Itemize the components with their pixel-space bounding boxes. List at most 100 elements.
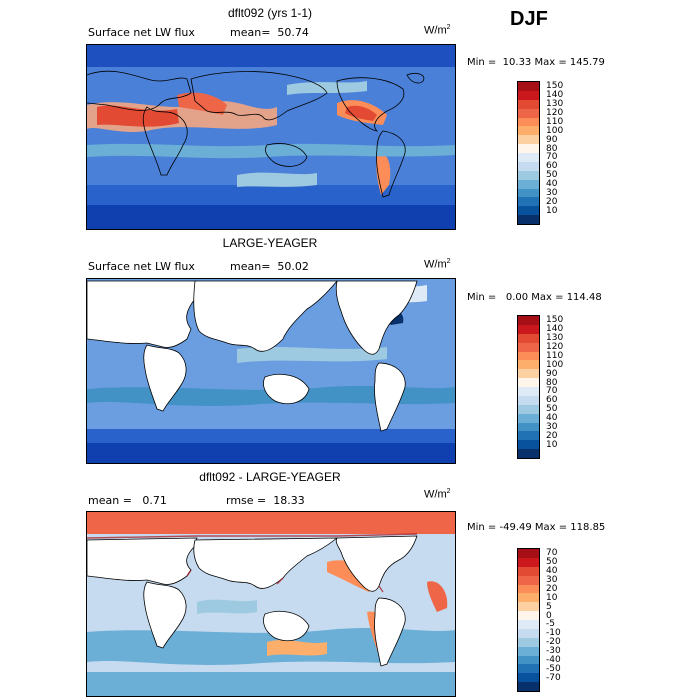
colorbar-label: -30 <box>546 646 561 657</box>
panel-1-colorbar <box>517 81 540 225</box>
panel-3-rmse: rmse = 18.33 <box>226 494 305 507</box>
panel-3-units: W/m2 <box>424 488 451 501</box>
colorbar-segment <box>518 188 539 198</box>
colorbar-label: 70 <box>546 548 558 559</box>
season-label: DJF <box>510 8 548 30</box>
colorbar-segment <box>518 602 539 612</box>
colorbar-segment <box>518 197 539 207</box>
colorbar-label: 80 <box>546 377 558 388</box>
colorbar-segment <box>518 153 539 162</box>
panel-1-title: dflt092 (yrs 1-1) <box>227 6 313 20</box>
colorbar-segment <box>518 575 539 585</box>
colorbar-label: 150 <box>546 81 564 92</box>
colorbar-segment <box>518 82 539 91</box>
colorbar-segment <box>518 637 539 647</box>
colorbar-label: 140 <box>546 90 564 101</box>
colorbar-label: -40 <box>546 654 561 665</box>
colorbar-label: 90 <box>546 368 558 379</box>
colorbar-label: 50 <box>546 404 558 415</box>
colorbar-label: 40 <box>546 566 558 577</box>
panel-1-map <box>86 44 456 230</box>
colorbar-segment <box>518 144 539 153</box>
colorbar-segment <box>518 395 539 405</box>
panel-2-minmax: Min = 0.00 Max = 114.48 <box>467 292 602 303</box>
colorbar-segment <box>518 99 539 109</box>
panel-1-units: W/m2 <box>424 24 451 37</box>
panel-1-mean: mean= 50.74 <box>230 26 309 39</box>
panel-3-map <box>86 511 456 697</box>
colorbar-label: -20 <box>546 637 561 648</box>
colorbar-label: 130 <box>546 99 564 110</box>
panel-2-field-name: Surface net LW flux <box>88 260 195 273</box>
colorbar-segment <box>518 655 539 665</box>
colorbar-segment <box>518 620 539 629</box>
panel-2-map <box>86 278 456 464</box>
colorbar-segment <box>518 404 539 414</box>
colorbar-label: 140 <box>546 324 564 335</box>
colorbar-label: 30 <box>546 421 558 432</box>
colorbar-segment <box>518 646 539 656</box>
panel-2-title: LARGE-YEAGER <box>222 236 318 250</box>
colorbar-label: 100 <box>546 125 564 136</box>
colorbar-label: 120 <box>546 342 564 353</box>
colorbar-label: 90 <box>546 134 558 145</box>
colorbar-segment <box>518 170 539 180</box>
colorbar-segment <box>518 593 539 603</box>
colorbar-label: 20 <box>546 196 558 207</box>
panel-2-mean: mean= 50.02 <box>230 260 309 273</box>
panel-1-field-name: Surface net LW flux <box>88 26 195 39</box>
colorbar-label: 100 <box>546 359 564 370</box>
colorbar-label: 110 <box>546 116 564 127</box>
colorbar-label: 110 <box>546 350 564 361</box>
colorbar-segment <box>518 126 539 136</box>
colorbar-label: 20 <box>546 583 558 594</box>
colorbar-segment <box>518 413 539 423</box>
colorbar-label: 5 <box>546 601 552 612</box>
colorbar-segment <box>518 161 539 171</box>
colorbar-label: 150 <box>546 315 564 326</box>
colorbar-segment <box>518 378 539 387</box>
colorbar-segment <box>518 611 539 620</box>
colorbar-segment <box>518 431 539 441</box>
colorbar-label: 130 <box>546 333 564 344</box>
colorbar-label: 70 <box>546 152 558 163</box>
colorbar-segment <box>518 422 539 432</box>
colorbar-label: 120 <box>546 108 564 119</box>
colorbar-segment <box>518 179 539 189</box>
panel-3-minmax: Min = -49.49 Max = 118.85 <box>467 522 606 533</box>
colorbar-label: 40 <box>546 179 558 190</box>
colorbar-label: -50 <box>546 663 561 674</box>
colorbar-label: 30 <box>546 575 558 586</box>
colorbar-segment <box>518 549 539 558</box>
colorbar-segment <box>518 135 539 145</box>
panel-3-title: dflt092 - LARGE-YEAGER <box>199 470 341 484</box>
colorbar-segment <box>518 215 539 224</box>
colorbar-segment <box>518 351 539 361</box>
panel-1-minmax: Min = 10.33 Max = 145.79 <box>467 57 605 68</box>
colorbar-segment <box>518 566 539 576</box>
colorbar-segment <box>518 449 539 458</box>
colorbar-label: -70 <box>546 672 561 683</box>
colorbar-segment <box>518 682 539 691</box>
colorbar-segment <box>518 673 539 683</box>
colorbar-label: 20 <box>546 430 558 441</box>
colorbar-segment <box>518 557 539 567</box>
colorbar-segment <box>518 108 539 118</box>
colorbar-label: 10 <box>546 205 558 216</box>
colorbar-segment <box>518 333 539 343</box>
panel-3-mean: mean = 0.71 <box>88 494 167 507</box>
colorbar-segment <box>518 316 539 325</box>
colorbar-segment <box>518 664 539 674</box>
colorbar-segment <box>518 369 539 379</box>
panel-2-units: W/m2 <box>424 258 451 271</box>
colorbar-segment <box>518 628 539 638</box>
colorbar-label: 10 <box>546 592 558 603</box>
colorbar-segment <box>518 324 539 334</box>
colorbar-label: 0 <box>546 610 552 621</box>
colorbar-label: 40 <box>546 413 558 424</box>
colorbar-segment <box>518 90 539 100</box>
colorbar-label: 60 <box>546 161 558 172</box>
panel-2-colorbar <box>517 315 540 459</box>
colorbar-label: 70 <box>546 386 558 397</box>
colorbar-segment <box>518 387 539 396</box>
